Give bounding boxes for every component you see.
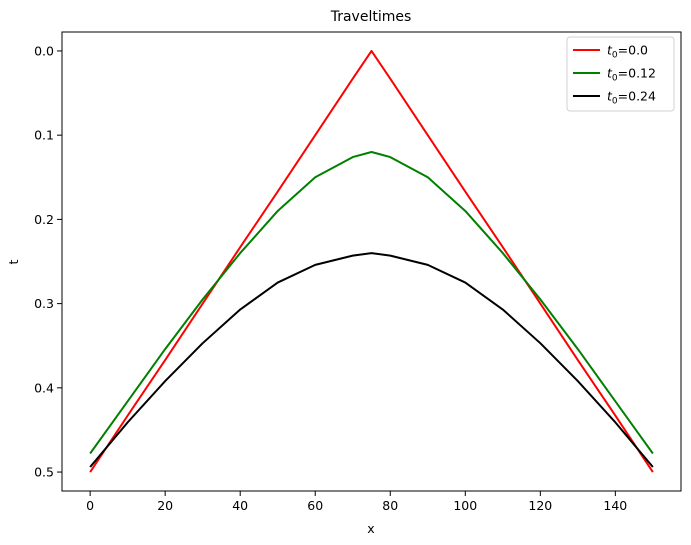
x-tick-label: 60 (307, 498, 323, 513)
x-tick-label: 100 (453, 498, 477, 513)
x-tick-label: 120 (528, 498, 552, 513)
y-tick-label: 0.3 (34, 296, 54, 311)
legend-label-0: t0=0.0 (607, 43, 648, 61)
legend-box (566, 36, 675, 112)
plot-frame (61, 31, 682, 492)
x-tick-label: 80 (382, 498, 398, 513)
x-tick-label: 40 (232, 498, 248, 513)
y-tick-label: 0.1 (34, 128, 54, 143)
plot-area (89, 49, 654, 473)
legend: t0=0.0 t0=0.12 t0=0.24 (566, 36, 675, 112)
chart-title: Traveltimes (330, 9, 412, 25)
x-tick-label: 140 (603, 498, 627, 513)
y-tick-label: 0.5 (34, 465, 54, 480)
series-line-1 (89, 151, 654, 455)
y-tick-label: 0.2 (34, 212, 54, 227)
x-axis-label: x (367, 521, 374, 536)
y-axis-label: t (6, 259, 21, 264)
y-tick-label: 0.0 (34, 43, 54, 58)
x-tick-label: 20 (157, 498, 173, 513)
legend-label-1: t0=0.12 (607, 66, 656, 84)
x-tick-label: 0 (86, 498, 94, 513)
legend-label-2: t0=0.24 (607, 89, 656, 107)
series-line-2 (89, 252, 654, 468)
series-line-0 (89, 49, 654, 473)
x-axis: 0 20 40 60 80 100 120 140 (86, 491, 627, 513)
y-axis: 0.0 0.1 0.2 0.3 0.4 0.5 (34, 43, 62, 480)
y-tick-label: 0.4 (34, 380, 54, 395)
